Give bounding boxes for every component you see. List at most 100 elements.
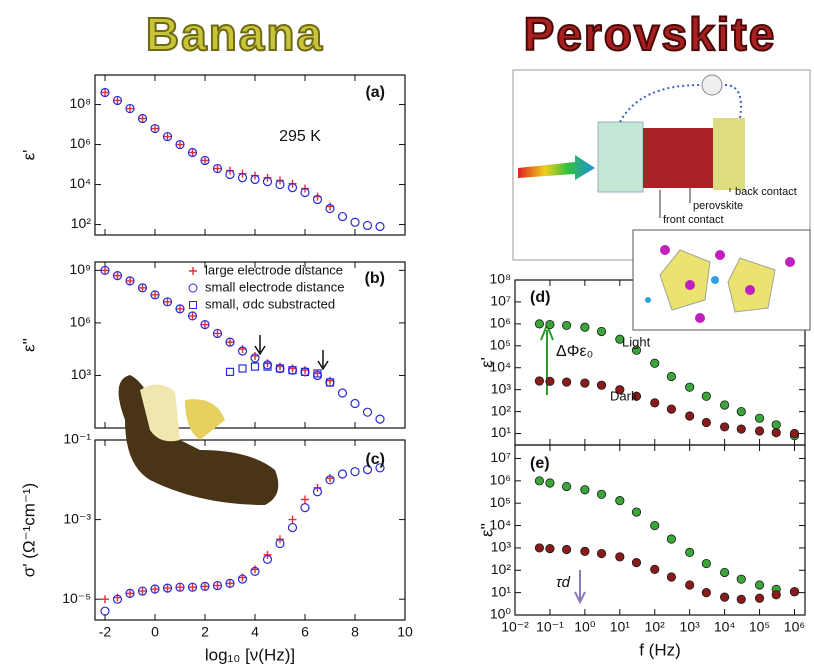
- crystal-inset: [632, 229, 811, 331]
- point: [631, 558, 642, 568]
- arrow: [254, 335, 266, 356]
- diagram-label: front contact: [663, 214, 724, 226]
- point: [150, 123, 160, 134]
- point: [213, 581, 222, 590]
- point: [138, 283, 147, 292]
- annotation: (b): [365, 270, 385, 287]
- point: [187, 582, 198, 592]
- atom: [660, 245, 670, 255]
- point: [138, 114, 147, 123]
- x-tick-label: 10³: [680, 619, 701, 635]
- y-tick-label: 10⁵: [490, 494, 511, 510]
- point: [225, 337, 235, 347]
- plot: 10⁰ 10¹ 10² 10³ 10⁴ 10⁵ 10⁶ 10⁷ 10⁻² 10⁻¹ 10⁰ 10¹ 10…: [477, 444, 806, 659]
- point: [126, 104, 134, 113]
- annotation: (d): [530, 289, 550, 306]
- point: [325, 475, 335, 485]
- point: [771, 428, 781, 438]
- legend-label: small electrode distance: [205, 279, 344, 294]
- point: [596, 380, 607, 390]
- point: [263, 362, 272, 371]
- point: [580, 378, 590, 388]
- y-tick-label: 10⁶: [490, 472, 511, 488]
- legend-marker: [189, 267, 197, 275]
- point: [200, 155, 210, 166]
- point: [212, 163, 223, 174]
- x-tick-label: 8: [351, 624, 359, 640]
- point: [362, 407, 373, 417]
- point: [720, 422, 730, 432]
- point: [771, 590, 781, 600]
- y-tick-label: 10⁴: [489, 516, 511, 532]
- point: [685, 547, 695, 558]
- y-tick-label: 10³: [71, 366, 92, 382]
- point: [350, 217, 360, 227]
- y-tick-label: 10⁻³: [63, 510, 91, 526]
- point: [736, 594, 746, 604]
- arrow: [574, 570, 586, 605]
- y-tick-label: 10⁹: [69, 261, 91, 277]
- point: [212, 328, 223, 339]
- point: [615, 385, 625, 395]
- annotation: 295 K: [279, 128, 321, 145]
- point: [188, 148, 197, 157]
- y-tick-label: 10³: [491, 539, 512, 555]
- point: [175, 582, 185, 592]
- legend-marker: [188, 283, 198, 293]
- point: [301, 495, 309, 504]
- point: [754, 593, 765, 603]
- plot: 10² 10⁴ 10⁶ 10⁸ ε' (a) 295 K: [19, 74, 406, 236]
- point: [631, 345, 642, 355]
- y-axis-label: ε'': [477, 523, 496, 537]
- point: [666, 534, 677, 544]
- point: [534, 476, 545, 486]
- point: [176, 140, 184, 149]
- x-tick-label: 2: [201, 624, 209, 640]
- y-axis-label: ε': [477, 357, 496, 368]
- voltmeter: [701, 74, 723, 96]
- point: [137, 586, 148, 596]
- point: [312, 194, 323, 205]
- y-tick-label: 10⁵: [490, 337, 511, 353]
- legend-label: small, σdc substracted: [205, 296, 335, 311]
- annotation: Light: [622, 334, 651, 349]
- octahedron: [659, 249, 711, 311]
- point: [275, 364, 285, 373]
- annotation: Dark: [610, 388, 638, 403]
- point: [300, 187, 310, 198]
- x-tick-label: 10⁻¹: [536, 619, 564, 635]
- point: [275, 179, 285, 190]
- point: [666, 572, 677, 582]
- point: [113, 96, 122, 105]
- point: [151, 124, 159, 133]
- y-tick-label: 10⁶: [70, 135, 91, 151]
- y-tick-label: 10⁴: [69, 175, 91, 191]
- point: [112, 271, 123, 281]
- arrow: [317, 350, 329, 371]
- inset-frame: [632, 229, 811, 331]
- banana-title: Banana: [146, 8, 324, 60]
- point: [650, 398, 660, 408]
- point: [375, 414, 385, 424]
- y-tick-label: 10⁴: [489, 358, 511, 374]
- point: [720, 567, 730, 578]
- x-tick-label: 10⁵: [749, 619, 770, 635]
- point: [545, 478, 555, 488]
- point: [701, 588, 711, 598]
- x-tick-label: 10: [397, 624, 413, 640]
- perovskite-layer: [643, 128, 713, 188]
- point: [112, 594, 123, 604]
- point: [250, 174, 260, 185]
- point: [150, 290, 160, 300]
- point: [163, 584, 172, 593]
- point: [545, 544, 555, 554]
- point: [188, 311, 197, 320]
- point: [251, 351, 259, 360]
- point: [736, 424, 746, 434]
- point: [125, 588, 135, 598]
- point: [596, 489, 607, 499]
- point: [736, 574, 746, 584]
- point: [212, 580, 223, 591]
- y-tick-label: 10⁷: [490, 293, 511, 309]
